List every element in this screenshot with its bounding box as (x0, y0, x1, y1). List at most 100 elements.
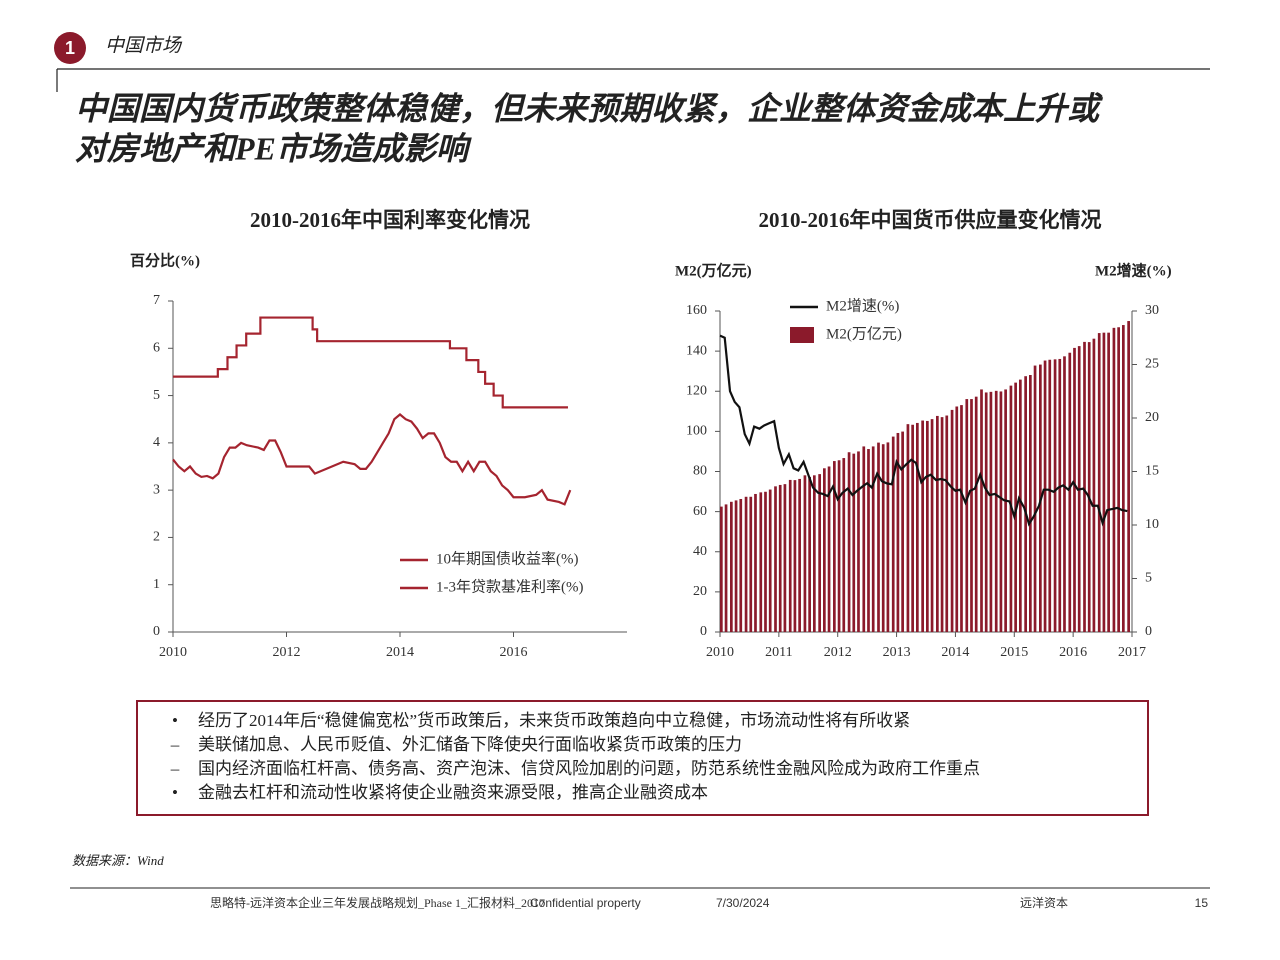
bar (1092, 338, 1096, 632)
y-tick-label: 5 (153, 388, 160, 403)
bar (768, 489, 772, 632)
bar (744, 496, 748, 632)
bar (871, 446, 875, 632)
bar (867, 449, 870, 632)
slide-title: 对房地产和PE市场造成影响 (75, 130, 472, 166)
bar (749, 496, 753, 632)
y-tick-label: 0 (700, 624, 707, 639)
y2-axis-label: M2增速(%) (1095, 261, 1172, 279)
bar (1063, 356, 1066, 632)
y-tick-label: 120 (686, 383, 707, 398)
bar (759, 492, 763, 632)
x-tick-label: 2015 (1000, 645, 1028, 660)
y-axis-label: 百分比(%) (130, 251, 200, 269)
bar (808, 476, 811, 632)
bar (891, 436, 895, 632)
bar (1121, 325, 1125, 632)
line (719, 334, 1128, 527)
chart-title: 2010-2016年中国利率变化情况 (250, 208, 530, 232)
bar (1127, 321, 1130, 632)
bar (877, 442, 880, 632)
bar (921, 420, 924, 632)
bar (1097, 333, 1101, 632)
y-tick-label: 100 (686, 424, 707, 439)
y2-tick-label: 20 (1145, 410, 1159, 425)
source: 数据来源：Wind (72, 853, 164, 868)
bar (833, 461, 836, 632)
y-tick-label: 4 (153, 435, 160, 450)
y-tick-label: 60 (693, 504, 707, 519)
bar (1004, 389, 1007, 632)
bullet-text: 经历了2014年后“稳健偏宽松”货币政策后，未来货币政策趋向中立稳健，市场流动性… (198, 711, 910, 730)
x-tick-label: 2014 (941, 645, 969, 660)
bar (852, 453, 856, 632)
legend-label: M2增速(%) (826, 297, 899, 314)
x-tick-label: 2013 (883, 645, 911, 660)
bar (1053, 359, 1057, 632)
y2-tick-label: 25 (1145, 357, 1159, 372)
bar (1058, 358, 1062, 632)
bar (1018, 379, 1022, 632)
x-tick-label: 2012 (824, 645, 852, 660)
bar (965, 399, 969, 632)
y-tick-label: 0 (153, 624, 160, 639)
y2-tick-label: 5 (1145, 571, 1152, 586)
y-tick-label: 80 (693, 464, 707, 479)
x-tick-label: 2011 (765, 645, 792, 660)
bar (788, 479, 792, 632)
line (172, 413, 572, 506)
chart-title: 2010-2016年中国货币供应量变化情况 (759, 208, 1102, 232)
bar (720, 506, 723, 632)
page-number: 15 (1195, 896, 1209, 910)
bullet-text: 金融去杠杆和流动性收紧将使企业融资来源受限，推高企业融资成本 (198, 782, 708, 802)
bar (798, 478, 801, 632)
line (173, 316, 568, 409)
bar (1033, 365, 1037, 632)
section-name: 中国市场 (105, 34, 183, 56)
bar (803, 475, 807, 632)
x-tick-label: 2016 (1059, 645, 1087, 660)
bar (984, 392, 988, 632)
x-tick-label: 2010 (706, 645, 734, 660)
bar (1068, 352, 1072, 632)
section-number: 1 (65, 38, 75, 58)
y-tick-label: 6 (153, 341, 160, 356)
y-tick-label: 20 (693, 584, 707, 599)
bar (911, 424, 914, 632)
bullet-marker: • (172, 711, 178, 730)
bar (764, 491, 767, 632)
bar (1117, 327, 1120, 632)
bar (793, 480, 797, 632)
y-tick-label: 140 (686, 343, 707, 358)
section-badge (54, 32, 86, 64)
bar (940, 417, 944, 632)
y-tick-label: 40 (693, 544, 707, 559)
bullet-box (136, 700, 1149, 816)
bar (989, 391, 993, 632)
bar (936, 415, 939, 632)
bar (930, 419, 934, 632)
bar (1073, 347, 1076, 632)
y2-tick-label: 15 (1145, 464, 1159, 479)
legend-label: M2(万亿元) (826, 325, 902, 342)
bar (842, 458, 846, 632)
bar (901, 431, 904, 632)
bar (970, 399, 973, 632)
bar (818, 474, 821, 632)
bar (886, 442, 890, 632)
bar (1112, 327, 1116, 632)
bar (734, 500, 738, 632)
footer-document: 思略特-远洋资本企业三年发展战略规划_Phase 1_汇报材料_2017 (210, 895, 545, 910)
bar (915, 422, 919, 632)
bar (827, 466, 831, 632)
bar (754, 493, 757, 632)
bar (1048, 359, 1052, 632)
bullet-text: 美联储加息、人民币贬值、外汇储备下降使央行面临收紧货币政策的压力 (198, 734, 742, 754)
legend-swatch (790, 327, 814, 343)
bar (724, 504, 728, 632)
y-tick-label: 160 (686, 303, 707, 318)
bar (1107, 332, 1110, 632)
bar (1029, 374, 1032, 632)
bar (823, 468, 826, 632)
